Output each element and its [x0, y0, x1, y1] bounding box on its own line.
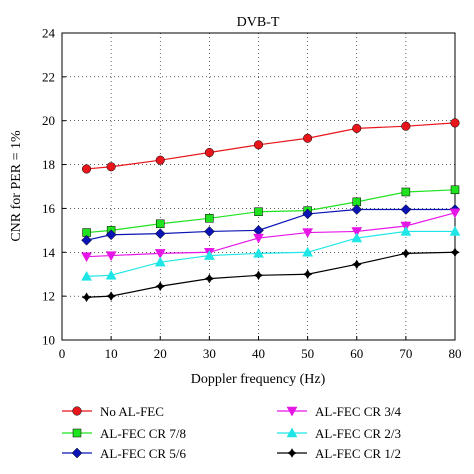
y-tick-label: 20: [42, 113, 55, 128]
data-point: [302, 269, 313, 279]
y-tick-label: 10: [42, 333, 55, 348]
data-point: [81, 252, 92, 263]
series-layer: [81, 118, 461, 303]
legend-entry: No AL-FEC: [62, 404, 164, 419]
data-point: [204, 226, 215, 237]
legend-label: AL-FEC CR 5/6: [100, 446, 186, 461]
data-point: [303, 133, 313, 143]
data-point: [205, 214, 214, 223]
series-line: [86, 122, 456, 170]
series-line: [86, 212, 456, 258]
legend-entry: AL-FEC CR 3/4: [277, 404, 401, 419]
legend-entry: AL-FEC CR 1/2: [277, 446, 401, 461]
data-point: [254, 207, 263, 216]
y-tick-label: 12: [42, 289, 55, 304]
series-6: [81, 247, 460, 303]
x-tick-label: 50: [301, 346, 314, 361]
series-5: [81, 225, 461, 281]
data-point: [253, 270, 264, 281]
data-point: [401, 187, 411, 197]
data-point: [401, 121, 411, 131]
x-tick-label: 60: [350, 346, 363, 361]
data-point: [253, 140, 264, 150]
series-line: [86, 251, 456, 298]
legend-label: AL-FEC CR 3/4: [315, 404, 401, 419]
data-point: [400, 204, 412, 215]
legend-marker: [287, 448, 297, 458]
data-point: [105, 269, 117, 280]
data-point: [351, 204, 363, 215]
data-point: [449, 208, 461, 219]
data-point: [105, 251, 117, 262]
legend-label: No AL-FEC: [100, 404, 164, 419]
data-point: [81, 234, 92, 246]
legend-marker: [72, 406, 82, 416]
data-point: [401, 248, 411, 259]
data-point: [450, 247, 460, 258]
legend-marker: [71, 447, 83, 459]
data-point: [156, 219, 165, 229]
data-point: [449, 225, 461, 236]
y-tick-label: 22: [42, 69, 55, 84]
data-point: [352, 123, 362, 133]
data-point: [81, 270, 92, 281]
y-tick-label: 24: [42, 26, 56, 41]
chart-title: DVB-T: [237, 15, 280, 30]
x-tick-label: 70: [399, 346, 412, 361]
data-point: [154, 249, 166, 259]
data-point: [302, 228, 314, 239]
data-point: [450, 118, 460, 128]
series-line: [86, 208, 455, 241]
x-tick-label: 10: [105, 346, 118, 361]
data-point: [106, 162, 116, 172]
legend-label: AL-FEC CR 2/3: [315, 426, 401, 441]
data-point: [154, 228, 166, 239]
data-point: [351, 259, 362, 270]
data-point: [203, 250, 215, 260]
axis-ticks: 0 10 20 30 40 50 60 70 80 10 12 14 16 18 20 22 24: [42, 26, 462, 362]
x-tick-label: 80: [449, 346, 462, 361]
legend-entry: AL-FEC CR 2/3: [277, 426, 401, 441]
data-point: [105, 229, 117, 241]
y-tick-label: 14: [42, 245, 56, 260]
data-point: [204, 273, 215, 284]
legend-marker: [286, 427, 298, 438]
series-1: [82, 118, 460, 174]
legend-label: AL-FEC CR 1/2: [315, 446, 401, 461]
data-point: [302, 208, 313, 220]
x-tick-label: 40: [252, 346, 265, 361]
legend-entry: AL-FEC CR 7/8: [62, 426, 186, 441]
x-axis-label: Doppler frequency (Hz): [191, 372, 326, 387]
data-point: [155, 155, 165, 165]
data-point: [253, 247, 264, 258]
y-tick-label: 18: [42, 157, 55, 172]
data-point: [82, 164, 92, 174]
y-axis-label: CNR for PER = 1%: [9, 130, 24, 242]
data-point: [106, 291, 116, 301]
legend: No AL-FEC AL-FEC CR 7/8 AL-FEC CR 5/6 AL-FE…: [62, 404, 401, 461]
legend-marker: [72, 428, 82, 438]
data-point: [302, 246, 314, 257]
legend-marker: [286, 406, 298, 417]
data-point: [351, 232, 363, 243]
legend-entry: AL-FEC CR 5/6: [62, 446, 186, 461]
series-3: [81, 204, 461, 246]
data-point: [155, 281, 166, 292]
data-point: [253, 233, 264, 244]
data-point: [351, 227, 363, 237]
x-tick-label: 30: [203, 346, 216, 361]
data-point: [81, 292, 92, 303]
data-point: [400, 225, 412, 236]
x-tick-label: 0: [59, 346, 66, 361]
data-point: [204, 147, 214, 158]
data-point: [450, 185, 460, 195]
data-point: [154, 256, 166, 267]
legend-label: AL-FEC CR 7/8: [100, 426, 186, 441]
y-tick-label: 16: [42, 201, 56, 216]
x-tick-label: 20: [154, 346, 167, 361]
